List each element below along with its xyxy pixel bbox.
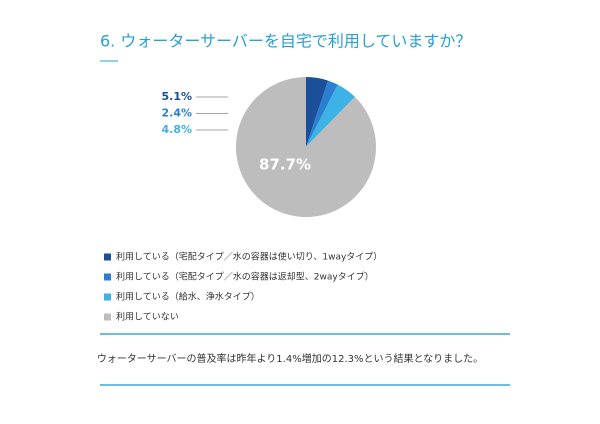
value-label: 4.8%	[161, 123, 192, 136]
pie-slice	[306, 77, 329, 147]
legend-label: 利用している（宅配タイプ／水の容器は使い切り、1wayタイプ）	[116, 251, 382, 263]
pie-slice	[306, 84, 355, 147]
value-label: 2.4%	[161, 107, 192, 120]
value-label: 87.7%	[259, 156, 311, 174]
chart-title: 6. ウォーターサーバーを自宅で利用していますか？	[100, 32, 471, 51]
pie-slice	[236, 77, 377, 218]
legend-swatch	[104, 253, 111, 261]
legend-label: 利用している（宅配タイプ／水の容器は返却型、2wayタイプ）	[116, 271, 374, 283]
pie-slice	[306, 80, 338, 147]
legend-label: 利用していない	[116, 311, 179, 323]
legend-swatch	[104, 273, 111, 281]
legend-label: 利用している（給水、浄水タイプ）	[116, 291, 260, 303]
value-label: 5.1%	[161, 90, 192, 103]
legend-swatch	[104, 293, 111, 301]
note: ウォーターサーバーの普及率は昨年より1.4%増加の12.3%という結果となりまし…	[97, 352, 483, 365]
legend-swatch	[104, 313, 111, 321]
